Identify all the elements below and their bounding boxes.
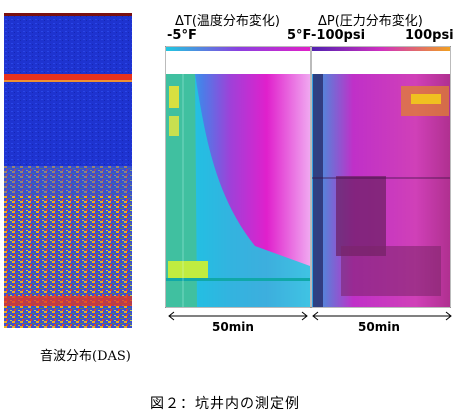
time-label-left: 50min	[212, 320, 254, 334]
time-axis-arrows	[168, 311, 452, 321]
pressure-heatmap	[311, 46, 451, 308]
time-label-right: 50min	[358, 320, 400, 334]
das-caption: 音波分布(DAS)	[40, 349, 131, 364]
pressure-range-min: -100psi	[311, 28, 366, 43]
pressure-range-max: 100psi	[405, 28, 454, 43]
pressure-title: ΔP(圧力分布変化)	[318, 14, 423, 29]
temperature-range-max: 5°F	[287, 28, 312, 43]
das-heatmap	[4, 6, 157, 328]
temperature-heatmap	[165, 46, 311, 308]
figure-caption: 図２：坑井内の測定例	[150, 396, 300, 412]
temperature-title: ΔT(温度分布変化)	[175, 14, 280, 29]
temperature-range-min: -5°F	[167, 28, 197, 43]
